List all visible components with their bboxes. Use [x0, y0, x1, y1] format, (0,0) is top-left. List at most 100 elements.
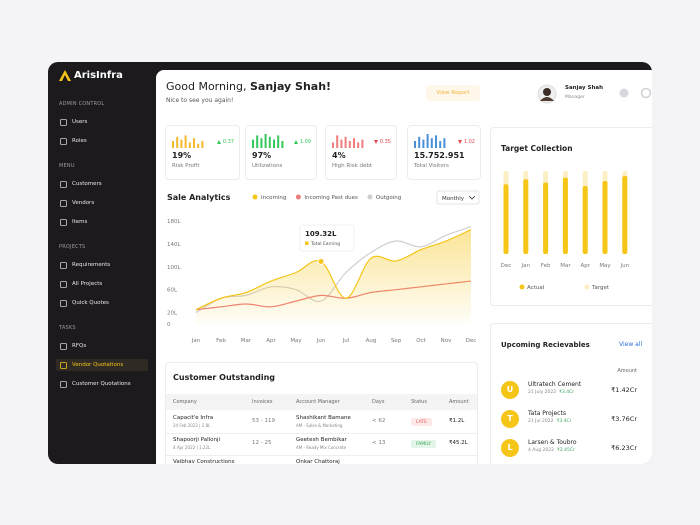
legend-label: Incoming	[261, 195, 286, 201]
nav-section-title: ADMIN CONTROL	[59, 101, 105, 107]
chart-title: Target Collection	[501, 144, 573, 153]
kpi-sparkline	[252, 134, 284, 148]
kpi-bar	[268, 136, 271, 148]
nav-item[interactable]: Customer Quotations	[56, 378, 148, 390]
nav-item[interactable]: Quick Quotes	[56, 297, 148, 309]
kpi-label: Risk Profit	[172, 163, 200, 169]
kpi-card: 0.35 4% High Risk debt	[325, 125, 397, 180]
trend-arrow-shape	[216, 140, 221, 144]
kpi-bar	[281, 141, 284, 148]
nav-item[interactable]: Roles	[56, 135, 148, 147]
x-tick-label: Mar	[560, 263, 571, 269]
dropdown-box	[436, 190, 480, 205]
receivable-avatar: U	[501, 381, 519, 399]
nav-icon	[60, 361, 67, 369]
trend-arrow	[457, 140, 462, 144]
actual-bar	[503, 184, 509, 254]
kpi-bar	[426, 134, 429, 148]
greeting: Good Morning, Sanjay Shah!	[166, 80, 331, 93]
kpi-bar	[340, 139, 343, 148]
line	[195, 229, 472, 311]
table-cell-amount: ₹1.2L	[449, 418, 465, 424]
nav-item[interactable]: Items	[56, 216, 148, 228]
nav-item[interactable]: Vendor Quotations	[56, 359, 148, 371]
table-cell-manager: Shashikant Bamane	[296, 415, 351, 421]
nav-section-title: MENU	[59, 163, 75, 169]
x-tick-label: Feb	[216, 338, 226, 344]
x-tick-label: Sep	[391, 338, 402, 344]
kpi-change-value: 0.35	[379, 139, 391, 145]
kpi-bar	[188, 142, 191, 148]
kpi-bar	[348, 141, 351, 148]
table-cell-days: < 13	[372, 440, 386, 446]
filter-dropdown[interactable]: Monthly	[436, 190, 480, 205]
legend-label: Actual	[527, 285, 545, 291]
nav-item-label: Users	[72, 119, 88, 125]
kpi-bar	[252, 139, 254, 148]
x-tick-label: Apr	[266, 338, 276, 344]
nav-icon	[60, 280, 67, 288]
tooltip-value: 109.32L	[305, 230, 337, 238]
kpi-value: 19%	[172, 151, 192, 160]
brand-name: ArisInfra	[74, 70, 123, 81]
actual-bar	[562, 177, 568, 254]
dropdown-caret	[468, 195, 476, 200]
kpi-change: 0.35	[373, 139, 391, 145]
nav-icon	[60, 199, 67, 207]
x-tick-label: May	[599, 263, 611, 269]
kpi-card: 0.37 19% Risk Profit	[165, 125, 240, 180]
x-tick-label: Jun	[620, 263, 630, 269]
column-header: Amount	[617, 368, 637, 374]
view-report-button[interactable]: View Report	[426, 85, 480, 101]
x-tick-label: Jul	[342, 338, 350, 344]
avatar[interactable]	[537, 84, 557, 104]
x-tick-label: Jan	[191, 338, 201, 344]
nav-icon-shape	[60, 261, 67, 269]
legend-label: Target	[591, 285, 610, 291]
x-tick-label: Mar	[241, 338, 252, 344]
kpi-bar	[336, 135, 339, 148]
kpi-bar	[422, 139, 425, 148]
nav-icon-shape	[60, 218, 67, 226]
user-name: Sanjay Shah	[565, 85, 604, 91]
kpi-label: Utilizations	[252, 163, 283, 169]
app-window: ArisInfra ADMIN CONTROL Users Roles MENU Cus…	[48, 62, 652, 464]
nav-icon-shape	[60, 118, 67, 126]
x-tick-label: Feb	[541, 263, 551, 269]
table-header-bg	[166, 394, 477, 410]
table-cell-manager: Geetesh Bembikar	[296, 437, 347, 443]
nav-icon	[60, 180, 67, 188]
x-tick-label: Dec	[501, 263, 512, 269]
sidebar: ArisInfra ADMIN CONTROL Users Roles MENU Cus…	[48, 62, 156, 464]
user-role: Manager	[565, 95, 585, 100]
legend-label: Incoming Past dues	[304, 195, 358, 201]
receivable-date: 21 Jul 2022	[528, 419, 554, 424]
nav-icon-shape	[60, 380, 67, 388]
kpi-bar	[184, 135, 187, 148]
table-cell-company: Shapoorji Pallonji	[173, 437, 221, 443]
kpi-bar	[344, 136, 347, 148]
kpi-change-value: 0.37	[222, 139, 234, 145]
nav-icon	[60, 380, 67, 388]
x-tick-label: May	[290, 338, 302, 344]
nav-item[interactable]: RFQs	[56, 340, 148, 352]
table-header-cell: Status	[411, 399, 427, 405]
kpi-card: 1.09 97% Utilizations	[245, 125, 317, 180]
nav-item[interactable]: Vendors	[56, 197, 148, 209]
trend-arrow	[216, 140, 221, 144]
table-cell-date: 24 Feb 2022 | 2.8L	[173, 423, 211, 428]
nav-item[interactable]: Customers	[56, 178, 148, 190]
receivable-date: 4 Aug 2022	[528, 448, 554, 453]
nav-section-title: PROJECTS	[59, 244, 86, 250]
header-icons[interactable]	[618, 87, 652, 99]
nav-item-label: Vendors	[72, 200, 95, 206]
nav-item[interactable]: Users	[56, 116, 148, 128]
nav-item[interactable]: Requirements	[56, 259, 148, 271]
view-all-link[interactable]: View all	[619, 341, 643, 348]
sale-analytics: Sale Analytics Incoming Incoming Past dues…	[165, 183, 481, 350]
table-header-cell: Account Manager	[296, 399, 340, 405]
nav-icon	[60, 218, 67, 226]
nav-item[interactable]: All Projects	[56, 278, 148, 290]
kpi-change: 0.37	[216, 139, 234, 145]
table-cell-status: LATE	[411, 418, 432, 426]
